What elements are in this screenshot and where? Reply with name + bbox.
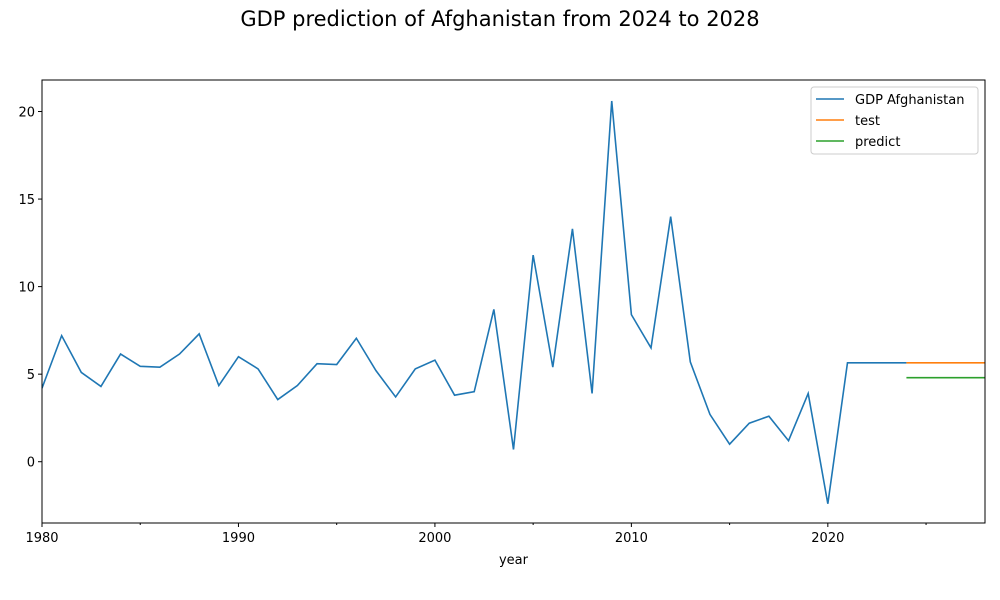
x-axis-label: year — [499, 553, 529, 568]
y-tick-label: 15 — [18, 193, 35, 208]
legend-box — [810, 86, 979, 155]
legend-label-0: GDP Afghanistan — [855, 93, 964, 108]
y-tick-label: 5 — [27, 368, 35, 383]
y-tick-label: 0 — [27, 456, 35, 471]
plot-frame — [41, 79, 986, 524]
x-tick-label: 1990 — [222, 531, 255, 546]
legend-label-1: test — [855, 114, 880, 129]
chart-title: GDP prediction of Afghanistan from 2024 … — [240, 7, 760, 31]
x-tick-label: 2010 — [615, 531, 648, 546]
series-line-0 — [42, 100, 907, 504]
x-tick-label: 2020 — [811, 531, 844, 546]
legend-label-2: predict — [855, 135, 900, 150]
y-tick-label: 20 — [18, 106, 35, 121]
x-tick-label: 1980 — [25, 531, 58, 546]
x-tick-label: 2000 — [418, 531, 451, 546]
y-tick-label: 10 — [18, 281, 35, 296]
